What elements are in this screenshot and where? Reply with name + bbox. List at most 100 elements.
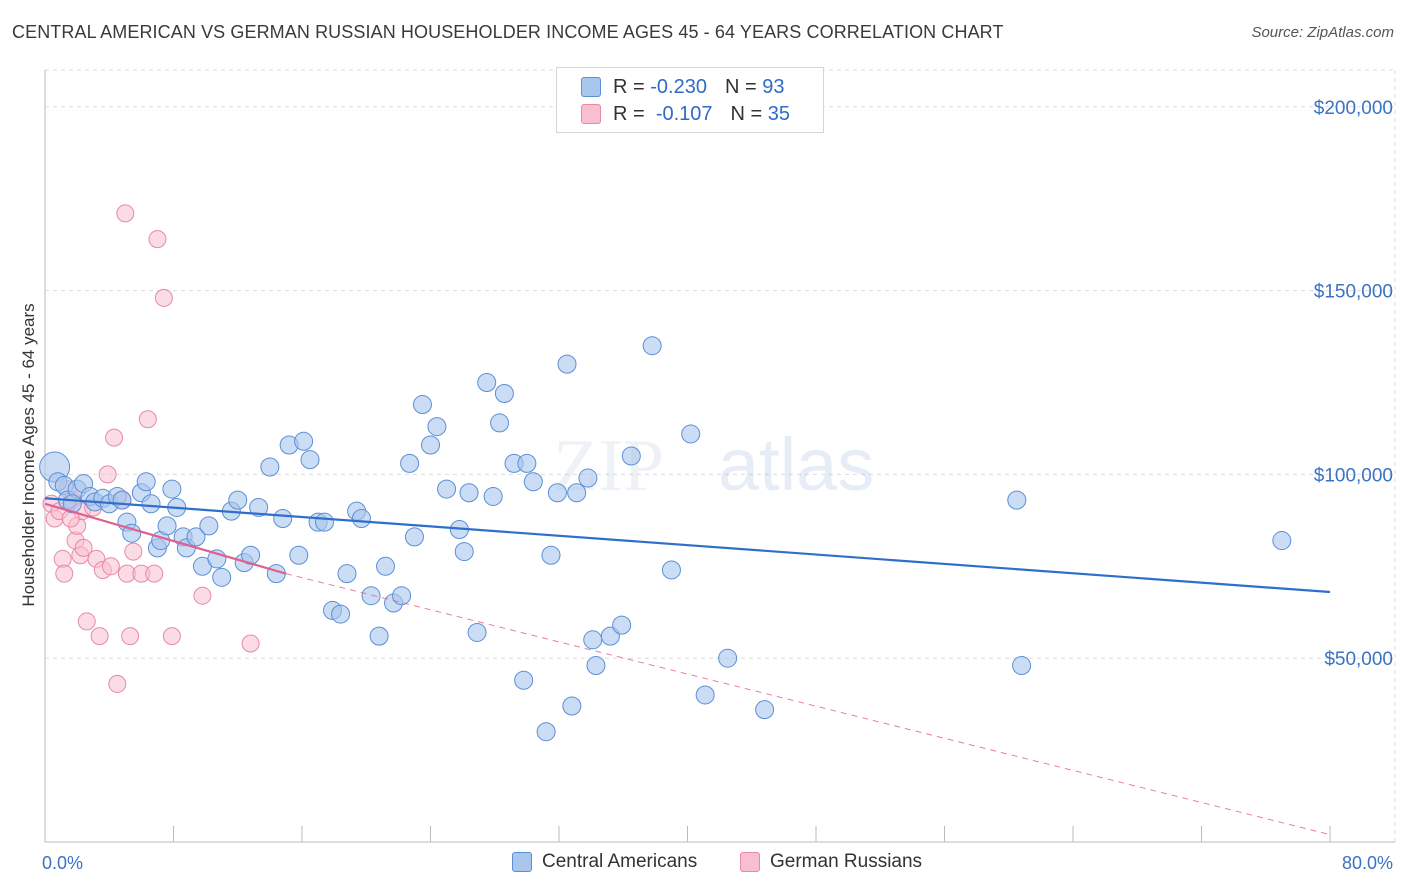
central-americans-point (467, 622, 487, 642)
german-russians-trend-line (44, 502, 287, 575)
central-americans-point (523, 472, 543, 492)
legend-r-value: -0.230 (650, 75, 707, 98)
central-americans-point (351, 508, 371, 528)
central-americans-point (578, 468, 598, 488)
legend-swatch-blue (581, 77, 601, 97)
y-tick-label: $150,000 (1314, 282, 1393, 303)
german-russians-point (55, 564, 74, 583)
watermark: ZIP atlas (553, 423, 874, 507)
central-americans-point (755, 700, 775, 720)
correlation-legend: R = -0.230 N = 93 R = -0.107 N = 35 (556, 67, 824, 133)
central-americans-point (289, 545, 309, 565)
german-russians-point (74, 538, 93, 557)
central-americans-point (199, 516, 219, 536)
trend-lines (44, 497, 1331, 836)
central-americans-point (483, 486, 503, 506)
central-americans-point (314, 512, 334, 532)
central-americans-point (695, 685, 715, 705)
german-russians-point (241, 634, 260, 653)
central-americans-point (557, 354, 577, 374)
central-americans-point (454, 542, 474, 562)
german-russians-point (101, 557, 120, 576)
central-americans-point (541, 545, 561, 565)
legend-swatch-pink (581, 104, 601, 124)
central-americans-point (376, 556, 396, 576)
legend-n-label: N = (730, 102, 763, 125)
central-americans-point (547, 483, 567, 503)
central-americans-point (642, 336, 662, 356)
german-russians-point (116, 204, 135, 223)
central-americans-point (562, 696, 582, 716)
legend-r-label: R = (613, 75, 645, 98)
y-axis-label: Householder Income Ages 45 - 64 years (19, 303, 38, 606)
central-americans-points (39, 336, 1292, 742)
central-americans-point (294, 431, 314, 451)
central-americans-point (421, 435, 440, 455)
central-americans-point (249, 497, 269, 517)
central-americans-point (567, 483, 587, 503)
central-americans-point (427, 417, 447, 437)
german-russians-point (193, 586, 212, 605)
legend-n-value: 35 (767, 102, 791, 125)
central-americans-point (186, 527, 206, 547)
bottom-legend-german-russians: German Russians (740, 851, 922, 873)
central-americans-point (1007, 490, 1027, 510)
german-russians-point (138, 410, 157, 429)
central-americans-point (157, 516, 177, 536)
central-americans-point (490, 413, 510, 433)
german-russians-point (108, 674, 127, 693)
central-americans-point (212, 567, 232, 587)
central-americans-point (494, 384, 514, 404)
legend-row-german-russians: R = -0.107 N = 35 (581, 101, 790, 127)
central-americans-point (300, 450, 320, 470)
y-tick-label: $100,000 (1314, 465, 1393, 486)
central-americans-point (361, 586, 381, 606)
central-americans-point (517, 453, 537, 473)
central-americans-point (162, 479, 182, 499)
german-russians-point (105, 428, 124, 447)
german-russians-point (162, 627, 181, 646)
central-americans-point (136, 472, 156, 492)
german-russians-point (121, 627, 140, 646)
chart-title: CENTRAL AMERICAN VS GERMAN RUSSIAN HOUSE… (12, 22, 1004, 42)
central-americans-point (514, 670, 534, 690)
source-label: Source: ZipAtlas.com (1251, 24, 1394, 41)
bottom-legend-label: Central Americans (542, 851, 698, 872)
watermark-atlas: atlas (718, 423, 874, 506)
central-americans-point (681, 424, 701, 444)
x-tick-label-max: 80.0% (1342, 853, 1393, 873)
central-americans-point (621, 446, 641, 466)
legend-n-value: 93 (762, 75, 785, 98)
central-americans-point (141, 494, 161, 514)
central-americans-point (412, 395, 432, 415)
central-americans-point (583, 630, 603, 650)
central-americans-point (477, 372, 497, 392)
bottom-swatch-pink (740, 852, 760, 872)
legend-r-label: R = (613, 102, 645, 125)
german-russians-point (98, 465, 117, 484)
central-americans-point (718, 648, 738, 668)
y-tick-label: $50,000 (1324, 649, 1393, 670)
central-americans-point (400, 453, 420, 473)
german-russians-trend-extension (285, 573, 1331, 836)
german-russians-point (90, 627, 109, 646)
central-americans-point (661, 560, 681, 580)
german-russians-point (77, 612, 96, 631)
central-americans-point (331, 604, 351, 624)
central-americans-point (260, 457, 280, 477)
central-americans-point (536, 722, 556, 742)
central-americans-trend-line (44, 497, 1331, 594)
central-americans-point (112, 490, 132, 510)
central-americans-point (392, 586, 412, 606)
central-americans-point (1272, 531, 1292, 551)
bottom-legend-central-americans: Central Americans (512, 851, 697, 873)
central-americans-point (273, 508, 293, 528)
central-americans-point (228, 490, 248, 510)
legend-row-central-americans: R = -0.230 N = 93 (581, 74, 784, 100)
central-americans-point (612, 615, 632, 635)
central-americans-point (337, 564, 357, 584)
german-russians-point (154, 288, 173, 307)
bottom-swatch-blue (512, 852, 532, 872)
x-tick-label-min: 0.0% (42, 853, 83, 873)
tick-labels: $50,000 $100,000 $150,000 $200,000 0.0% 80.0% (42, 98, 1393, 873)
